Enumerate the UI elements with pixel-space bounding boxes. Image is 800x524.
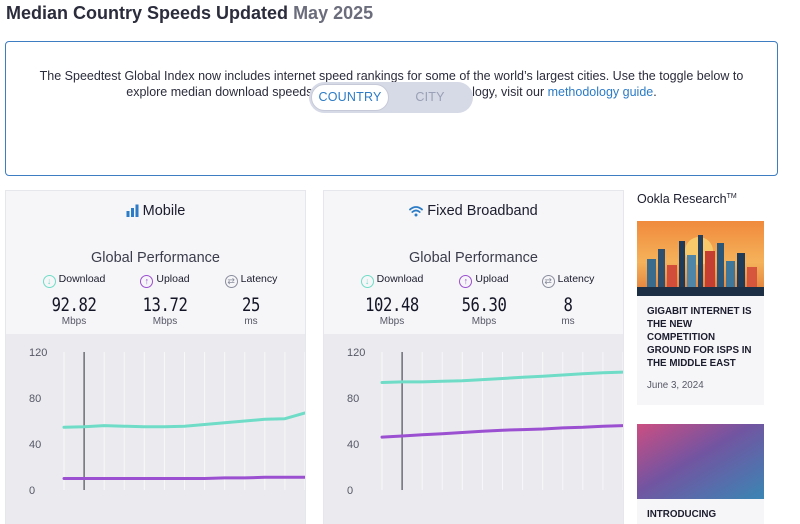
mobile-download-label: Download bbox=[58, 273, 106, 285]
research-card-heading: Gigabit Internet Is the New Competition … bbox=[647, 306, 752, 369]
fixed-upload-value: 56.30 bbox=[461, 294, 507, 316]
y-tick-label: 0 bbox=[29, 485, 35, 497]
mobile-latency-metric: ⇄ Latency 25 ms bbox=[206, 273, 296, 327]
y-tick-label: 40 bbox=[347, 439, 359, 451]
country-city-toggle[interactable]: COUNTRY CITY bbox=[309, 82, 473, 113]
download-series-line bbox=[62, 411, 305, 429]
mobile-header: Mobile bbox=[6, 203, 305, 219]
signal-bars-icon bbox=[126, 204, 139, 217]
mobile-title: Mobile bbox=[142, 203, 186, 219]
page-title-text: Median Country Speeds Updated bbox=[6, 3, 289, 23]
research-title-text: Ookla Research bbox=[637, 192, 727, 206]
mobile-latency-label: Latency bbox=[240, 273, 278, 285]
toggle-city[interactable]: CITY bbox=[415, 90, 445, 104]
fixed-latency-label-row: ⇄ Latency bbox=[523, 273, 613, 288]
y-tick-label: 40 bbox=[29, 439, 41, 451]
mobile-download-value: 92.82 bbox=[51, 294, 97, 316]
download-arrow-icon: ↓ bbox=[360, 275, 374, 288]
mobile-upload-unit: Mbps bbox=[152, 316, 178, 327]
fixed-upload-label-row: ↑ Upload bbox=[439, 273, 529, 288]
intro-box: The Speedtest Global Index now includes … bbox=[5, 41, 778, 176]
mobile-upload-metric: ↑ Upload 13.72 Mbps bbox=[120, 273, 210, 327]
y-tick-label: 80 bbox=[29, 393, 41, 405]
research-card-date: June 3, 2024 bbox=[647, 380, 704, 391]
research-card[interactable]: Gigabit Internet Is the New Competition … bbox=[637, 221, 764, 405]
upload-arrow-icon: ↑ bbox=[459, 275, 473, 288]
mobile-latency-value: 25 bbox=[242, 294, 260, 316]
methodology-link[interactable]: methodology guide bbox=[547, 85, 654, 99]
fixed-latency-label: Latency bbox=[557, 273, 595, 285]
fixed-upload-label: Upload bbox=[475, 273, 509, 285]
y-tick-label: 120 bbox=[29, 347, 47, 359]
y-tick-label: 0 bbox=[347, 485, 353, 497]
fixed-title: Fixed Broadband bbox=[427, 203, 538, 219]
mobile-upload-label: Upload bbox=[156, 273, 190, 285]
download-series-line bbox=[380, 370, 623, 384]
mobile-subtitle: Global Performance bbox=[91, 250, 220, 266]
research-card-heading: Introducing bbox=[647, 509, 717, 520]
mobile-download-metric: ↓ Download 92.82 Mbps bbox=[29, 273, 119, 327]
fixed-chart[interactable]: 0 40 80 120 bbox=[324, 334, 623, 524]
trademark-mark: TM bbox=[726, 192, 737, 200]
research-card[interactable]: Introducing bbox=[637, 424, 764, 524]
intro-end: . bbox=[653, 85, 657, 99]
wifi-icon bbox=[409, 206, 424, 217]
fixed-latency-unit: ms bbox=[561, 316, 575, 327]
fixed-download-label-row: ↓ Download bbox=[347, 273, 437, 288]
mobile-latency-label-row: ⇄ Latency bbox=[206, 273, 296, 288]
fixed-download-value: 102.48 bbox=[365, 294, 419, 316]
mobile-panel: Mobile Global Performance ↓ Download 92.8… bbox=[5, 190, 306, 524]
page-title-date: May 2025 bbox=[293, 3, 374, 23]
latency-arrows-icon: ⇄ bbox=[224, 275, 238, 288]
upload-series-line bbox=[380, 424, 623, 439]
y-tick-label: 80 bbox=[347, 393, 359, 405]
mobile-upload-value: 13.72 bbox=[142, 294, 188, 316]
upload-arrow-icon: ↑ bbox=[140, 275, 154, 288]
mobile-download-label-row: ↓ Download bbox=[29, 273, 119, 288]
mobile-download-unit: Mbps bbox=[61, 316, 87, 327]
mobile-latency-unit: ms bbox=[244, 316, 258, 327]
city-skyline-illustration bbox=[637, 221, 764, 296]
fixed-download-label: Download bbox=[376, 273, 424, 285]
fixed-chart-svg: 0 40 80 120 bbox=[347, 347, 623, 497]
upload-series-line bbox=[62, 475, 305, 480]
mobile-chart[interactable]: 0 40 80 120 bbox=[6, 334, 305, 524]
fixed-subtitle: Global Performance bbox=[409, 250, 538, 266]
latency-arrows-icon: ⇄ bbox=[541, 275, 555, 288]
page-title: Median Country Speeds Updated May 2025 bbox=[6, 3, 373, 24]
toggle-country[interactable]: COUNTRY bbox=[311, 84, 389, 111]
mobile-upload-label-row: ↑ Upload bbox=[120, 273, 210, 288]
fixed-upload-metric: ↑ Upload 56.30 Mbps bbox=[439, 273, 529, 327]
fixed-download-metric: ↓ Download 102.48 Mbps bbox=[347, 273, 437, 327]
fixed-latency-metric: ⇄ Latency 8 ms bbox=[523, 273, 613, 327]
fixed-download-unit: Mbps bbox=[379, 316, 405, 327]
download-arrow-icon: ↓ bbox=[42, 275, 56, 288]
fixed-latency-value: 8 bbox=[563, 294, 573, 316]
y-tick-label: 120 bbox=[347, 347, 365, 359]
fixed-panel: Fixed Broadband Global Performance ↓ Down… bbox=[323, 190, 624, 524]
research-title: Ookla ResearchTM bbox=[637, 192, 737, 206]
abstract-gradient-image bbox=[637, 424, 764, 499]
fixed-header: Fixed Broadband bbox=[324, 203, 623, 219]
mobile-chart-svg: 0 40 80 120 bbox=[29, 347, 305, 497]
fixed-upload-unit: Mbps bbox=[471, 316, 497, 327]
